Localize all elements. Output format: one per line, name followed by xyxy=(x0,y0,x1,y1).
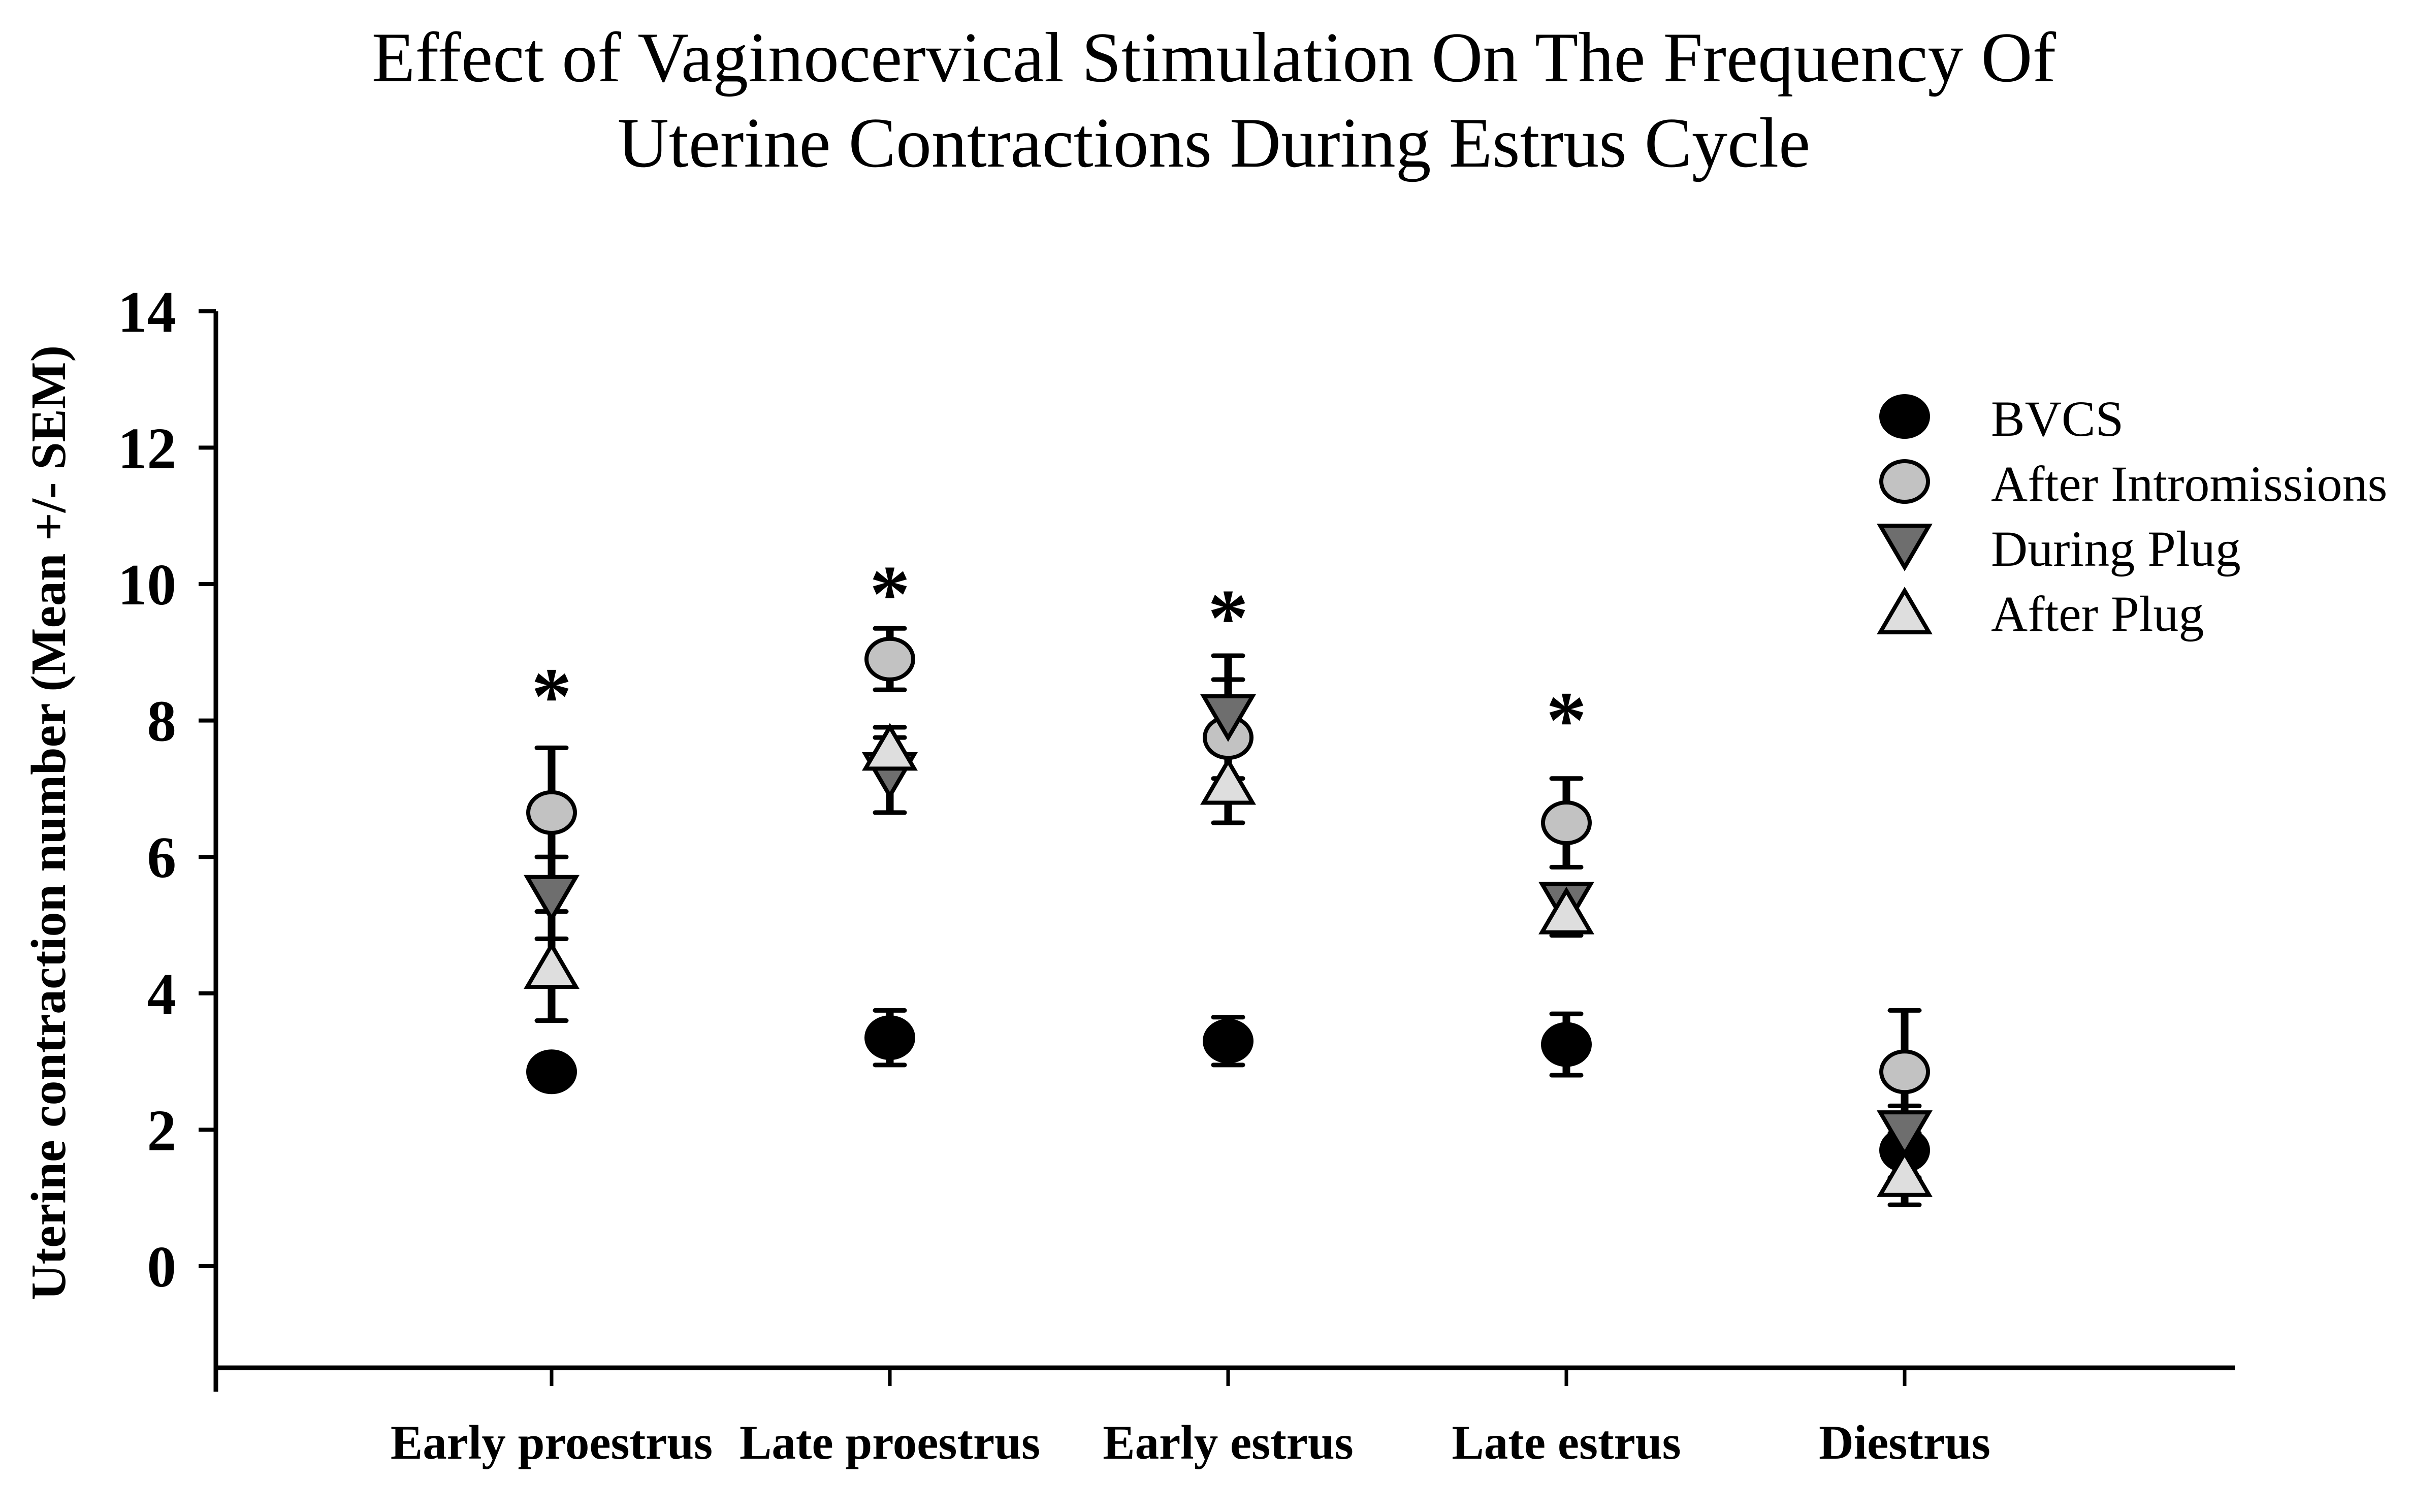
data-point-after-intromissions-late-estrus xyxy=(1541,800,1592,846)
y-tick-label-2: 2 xyxy=(147,1098,177,1163)
significance-star-early-estrus: * xyxy=(1208,572,1248,663)
chart-title: Effect of Vaginocervical Stimulation On … xyxy=(372,18,2056,182)
data-point-bvcs-late-estrus xyxy=(1541,1022,1592,1067)
legend-label-after-intromissions: After Intromissions xyxy=(1991,456,2387,512)
legend-item-after-plug: After Plug xyxy=(1877,586,2204,642)
significance-star-early-proestrus: * xyxy=(531,651,572,741)
data-point-after-plug-late-proestrus xyxy=(862,723,918,771)
data-point-during-plug-diestrus xyxy=(1877,1110,1933,1159)
y-axis-title: Uterine contraction number (Mean +/- SEM… xyxy=(21,345,76,1300)
legend-item-during-plug: During Plug xyxy=(1877,521,2241,577)
legend-item-bvcs: BVCS xyxy=(1879,391,2124,447)
significance-star-late-estrus: * xyxy=(1546,674,1587,765)
legend-label-bvcs: BVCS xyxy=(1991,391,2124,447)
data-point-during-plug-early-estrus xyxy=(1200,694,1256,742)
y-tick-label-4: 4 xyxy=(147,962,177,1026)
x-label-late-estrus: Late estrus xyxy=(1452,1416,1681,1469)
y-tick-label-12: 12 xyxy=(118,416,176,480)
data-point-bvcs-early-proestrus xyxy=(526,1049,577,1095)
x-label-early-estrus: Early estrus xyxy=(1103,1416,1353,1469)
y-tick-label-14: 14 xyxy=(118,280,176,344)
y-tick-label-0: 0 xyxy=(147,1235,177,1299)
data-point-after-plug-early-estrus xyxy=(1200,757,1256,805)
y-tick-label-10: 10 xyxy=(118,553,176,617)
legend-triangle-up-icon xyxy=(1877,587,1933,634)
data-point-bvcs-late-proestrus xyxy=(864,1015,915,1060)
legend: BVCS After Intromissions During Plug After … xyxy=(1877,391,2387,642)
legend-triangle-down-icon xyxy=(1877,524,1933,571)
data-markers xyxy=(524,636,1933,1197)
chart-title-line2: Uterine Contractions During Estrus Cycle xyxy=(618,104,1810,182)
data-point-bvcs-early-estrus xyxy=(1203,1018,1254,1064)
data-point-after-plug-diestrus xyxy=(1877,1149,1933,1197)
x-label-late-proestrus: Late proestrus xyxy=(740,1416,1040,1469)
legend-circle-icon xyxy=(1879,459,1930,504)
chart-title-line1: Effect of Vaginocervical Stimulation On … xyxy=(372,18,2056,97)
data-point-during-plug-early-proestrus xyxy=(524,875,580,923)
y-tick-label-6: 6 xyxy=(147,825,177,890)
significance-star-late-proestrus: * xyxy=(870,549,910,639)
legend-label-during-plug: During Plug xyxy=(1991,521,2241,577)
data-point-after-intromissions-late-proestrus xyxy=(864,636,915,682)
legend-label-after-plug: After Plug xyxy=(1991,586,2204,642)
y-tick-label-8: 8 xyxy=(147,689,177,754)
data-point-after-intromissions-early-proestrus xyxy=(526,790,577,835)
significance-markers: * * * * xyxy=(531,549,1587,765)
x-label-early-proestrus: Early proestrus xyxy=(391,1416,713,1469)
axes: 0 2 4 6 8 10 12 14 Early proestrus Late proestrus… xyxy=(118,280,2235,1469)
data-point-after-plug-late-estrus xyxy=(1538,886,1594,935)
data-point-after-plug-early-proestrus xyxy=(524,941,580,989)
legend-circle-icon xyxy=(1879,394,1930,439)
x-label-diestrus: Diestrus xyxy=(1819,1416,1990,1469)
legend-item-after-intromissions: After Intromissions xyxy=(1879,456,2387,512)
data-point-after-intromissions-diestrus xyxy=(1879,1049,1930,1095)
